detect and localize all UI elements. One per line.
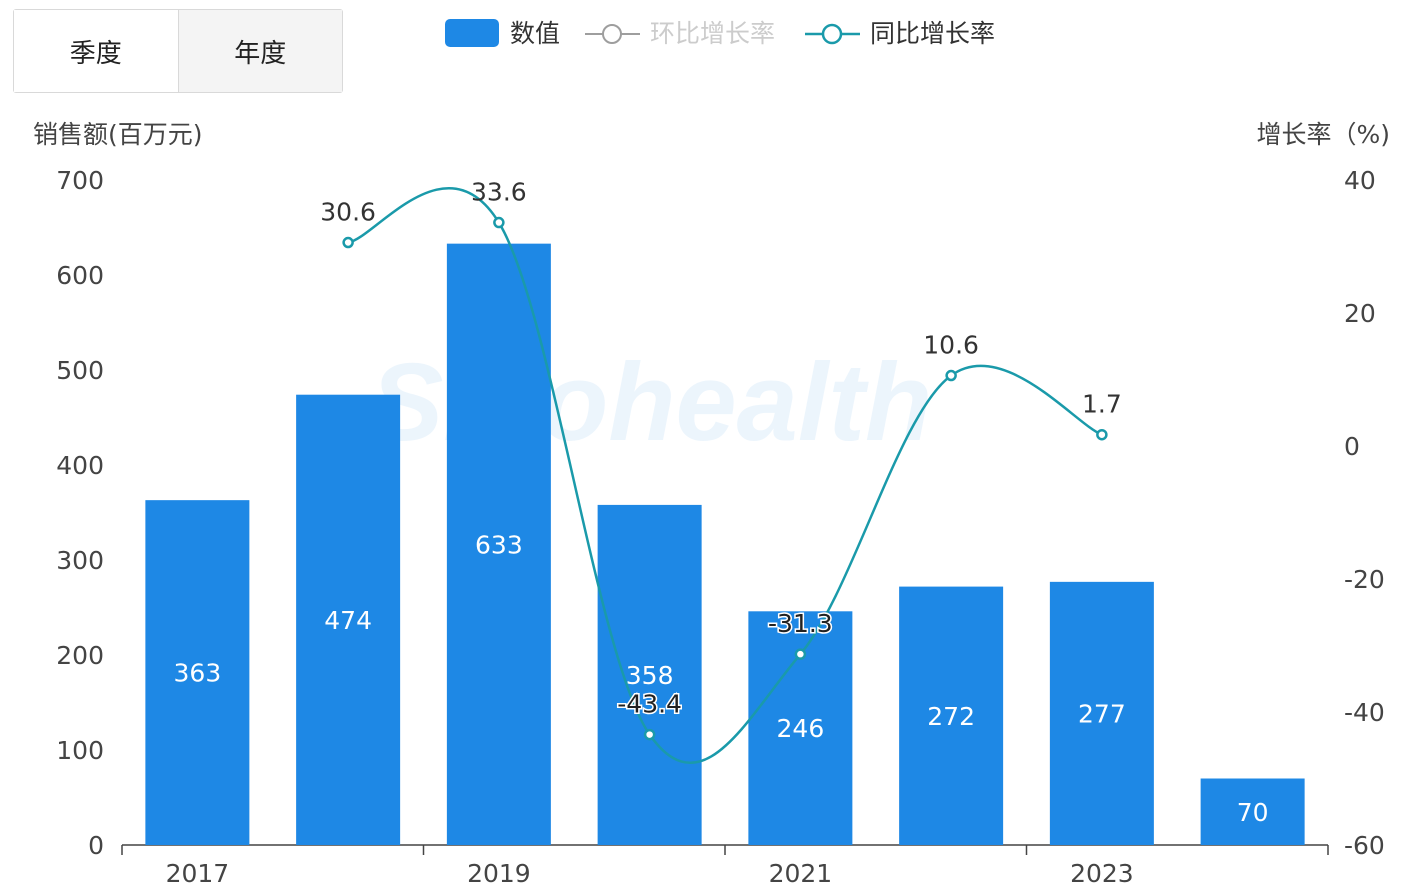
bar-value-label: 246 — [777, 714, 825, 743]
bar-value-label: 358 — [626, 661, 674, 690]
tab-year[interactable]: 年度 — [177, 10, 342, 92]
left-tick-label: 300 — [56, 546, 104, 575]
right-tick-label: 40 — [1344, 166, 1376, 195]
bar[interactable] — [446, 243, 551, 845]
right-axis-title: 增长率（%) — [1256, 120, 1390, 149]
legend-yoy-label[interactable]: 同比增长率 — [870, 19, 995, 48]
yoy-value-label: 30.6 — [320, 198, 376, 227]
legend-bar-label[interactable]: 数值 — [510, 19, 560, 48]
right-tick-label: -60 — [1344, 831, 1385, 860]
bar[interactable] — [1049, 581, 1154, 845]
yoy-value-label: 33.6 — [471, 178, 527, 207]
bar[interactable] — [145, 500, 250, 845]
x-tick-label: 2021 — [769, 859, 833, 888]
left-tick-label: 500 — [56, 356, 104, 385]
yoy-value-label: 10.6 — [923, 331, 979, 360]
yoy-point[interactable] — [945, 369, 957, 382]
bar-value-label: 272 — [927, 702, 975, 731]
left-tick-label: 400 — [56, 451, 104, 480]
x-tick-label: 2017 — [166, 859, 230, 888]
left-tick-label: 100 — [56, 736, 104, 765]
legend-bar-swatch[interactable] — [445, 19, 499, 47]
right-tick-label: -20 — [1344, 565, 1385, 594]
legend-qoq-marker — [602, 24, 622, 44]
bar-value-label: 633 — [475, 530, 523, 559]
bar[interactable] — [899, 586, 1004, 845]
legend-yoy-marker — [821, 23, 843, 45]
bar[interactable] — [1200, 778, 1305, 846]
x-tick-label: 2023 — [1070, 859, 1134, 888]
bar[interactable] — [296, 394, 401, 845]
left-tick-label: 700 — [56, 166, 104, 195]
x-tick-label: 2019 — [467, 859, 531, 888]
yoy-point[interactable] — [493, 216, 505, 229]
yoy-point[interactable] — [643, 728, 656, 741]
yoy-value-label: 1.7 — [1082, 390, 1122, 419]
bar-value-label: 70 — [1237, 798, 1269, 827]
bar-value-label: 363 — [174, 659, 222, 688]
yoy-point[interactable] — [342, 236, 354, 249]
yoy-point[interactable] — [1096, 428, 1108, 441]
bar[interactable] — [597, 504, 702, 845]
tab-quarter[interactable]: 季度 — [14, 10, 178, 92]
right-tick-label: -40 — [1344, 698, 1385, 727]
right-tick-label: 0 — [1344, 432, 1360, 461]
yoy-value-label: -43.4 — [617, 690, 682, 719]
left-tick-label: 0 — [88, 831, 104, 860]
left-axis-title: 销售额(百万元) — [33, 120, 203, 149]
legend-qoq-label[interactable]: 环比增长率 — [650, 19, 775, 48]
bar-value-label: 474 — [324, 606, 372, 635]
right-tick-label: 20 — [1344, 299, 1376, 328]
yoy-value-label: -31.3 — [768, 609, 833, 638]
left-tick-label: 200 — [56, 641, 104, 670]
bar-value-label: 277 — [1078, 699, 1126, 728]
yoy-point[interactable] — [794, 648, 807, 660]
period-tabs: 季度 年度 — [13, 9, 343, 93]
left-tick-label: 600 — [56, 261, 104, 290]
